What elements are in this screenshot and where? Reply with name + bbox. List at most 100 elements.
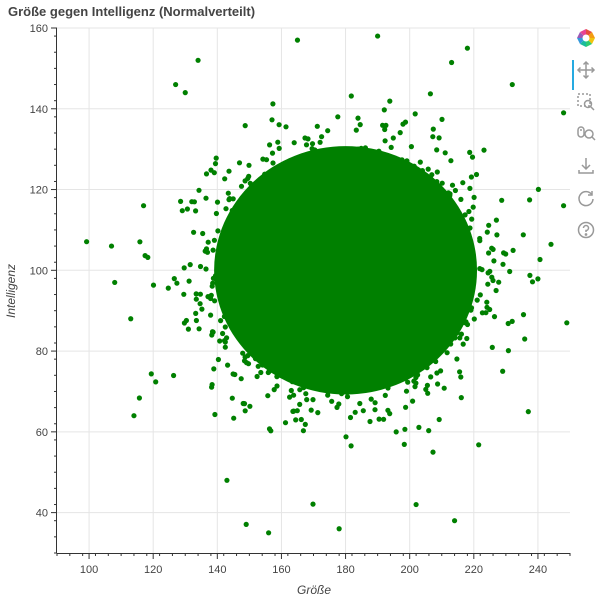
scatter-point bbox=[393, 429, 399, 435]
scatter-point bbox=[451, 518, 458, 524]
scatter-point bbox=[474, 297, 480, 303]
save-icon[interactable] bbox=[574, 154, 598, 178]
scatter-point bbox=[260, 156, 266, 162]
scatter-point bbox=[304, 397, 310, 403]
scatter-point bbox=[436, 185, 442, 191]
scatter-point bbox=[193, 317, 199, 324]
scatter-point bbox=[457, 369, 463, 375]
scatter-point bbox=[435, 381, 441, 387]
help-icon[interactable] bbox=[574, 218, 598, 242]
scatter-point bbox=[266, 530, 272, 536]
scatter-point bbox=[426, 428, 432, 434]
scatter-point bbox=[108, 243, 115, 249]
scatter-point bbox=[215, 228, 221, 234]
scatter-point bbox=[217, 338, 223, 344]
scatter-point bbox=[353, 385, 359, 391]
reset-icon[interactable] bbox=[574, 186, 598, 210]
scatter-point bbox=[486, 222, 492, 228]
scatter-point bbox=[481, 147, 487, 153]
scatter-point bbox=[491, 314, 498, 320]
scatter-point bbox=[222, 344, 228, 350]
scatter-point bbox=[412, 365, 419, 371]
scatter-point bbox=[252, 356, 259, 362]
scatter-point bbox=[320, 153, 326, 159]
scatter-point bbox=[462, 212, 468, 218]
scatter-point bbox=[372, 400, 378, 406]
scatter-point bbox=[434, 147, 440, 153]
scatter-points bbox=[84, 33, 570, 536]
point-cloud-core bbox=[214, 146, 478, 395]
scatter-point bbox=[210, 247, 216, 253]
scatter-point bbox=[335, 114, 341, 120]
scatter-point bbox=[317, 139, 323, 145]
scatter-point bbox=[525, 409, 531, 415]
scatter-point bbox=[197, 301, 203, 307]
x-tick-label: 100 bbox=[80, 564, 98, 576]
scatter-point bbox=[415, 372, 421, 378]
scatter-point bbox=[357, 122, 363, 128]
scatter-point bbox=[387, 411, 393, 417]
scatter-point bbox=[244, 199, 250, 205]
scatter-point bbox=[483, 310, 489, 316]
pan-icon[interactable] bbox=[572, 58, 598, 90]
scatter-point bbox=[537, 256, 543, 263]
scatter-point bbox=[416, 424, 422, 430]
scatter-point bbox=[383, 122, 389, 128]
scatter-point bbox=[505, 348, 511, 354]
bokeh-logo-icon[interactable] bbox=[574, 26, 598, 50]
scatter-point bbox=[372, 407, 378, 413]
scatter-point bbox=[410, 398, 416, 404]
scatter-point bbox=[213, 155, 219, 161]
scatter-point bbox=[214, 265, 220, 272]
scatter-point bbox=[382, 392, 388, 398]
scatter-point bbox=[470, 204, 476, 210]
scatter-point bbox=[378, 157, 384, 163]
scatter-point bbox=[153, 379, 159, 385]
scatter-point bbox=[309, 146, 315, 152]
scatter-point bbox=[269, 117, 275, 123]
scatter-point bbox=[424, 382, 430, 388]
scatter-point bbox=[294, 157, 300, 163]
scatter-point bbox=[240, 350, 246, 356]
scatter-point bbox=[290, 163, 297, 169]
scatter-point bbox=[467, 149, 473, 155]
y-tick-label: 100 bbox=[30, 265, 48, 277]
scatter-point bbox=[150, 282, 157, 288]
scatter-point bbox=[419, 168, 425, 174]
scatter-point bbox=[225, 362, 231, 368]
scatter-point bbox=[468, 174, 474, 180]
scatter-point bbox=[178, 198, 184, 204]
scatter-point bbox=[401, 441, 407, 447]
scatter-point bbox=[255, 363, 261, 369]
scatter-point bbox=[464, 45, 470, 51]
scatter-point bbox=[460, 180, 466, 186]
axes: 100 120 140 160 180 200 220 240 40 60 80 100 120 140 1… bbox=[30, 23, 571, 576]
scatter-point bbox=[208, 312, 214, 318]
scatter-point bbox=[403, 388, 410, 394]
scatter-point bbox=[181, 320, 187, 326]
box-zoom-icon[interactable] bbox=[574, 90, 598, 114]
scatter-point bbox=[430, 134, 436, 140]
scatter-point bbox=[205, 294, 211, 300]
scatter-point bbox=[205, 239, 211, 245]
scatter-point bbox=[560, 203, 567, 209]
toolbar bbox=[572, 24, 600, 244]
scatter-point bbox=[264, 179, 270, 185]
scatter-point bbox=[310, 397, 316, 403]
scatter-point bbox=[385, 385, 391, 391]
scatter-point bbox=[203, 195, 209, 201]
scatter-point bbox=[489, 274, 495, 280]
scatter-point bbox=[448, 341, 454, 347]
scatter-point bbox=[415, 172, 421, 178]
scatter-point bbox=[408, 144, 414, 150]
scatter-point bbox=[302, 135, 308, 141]
scatter-point bbox=[433, 358, 439, 365]
scatter-point bbox=[240, 400, 246, 407]
scatter-point bbox=[424, 365, 430, 371]
wheel-zoom-icon[interactable] bbox=[574, 122, 598, 146]
scatter-point bbox=[434, 179, 440, 185]
scatter-point bbox=[484, 299, 490, 305]
scatter-point bbox=[486, 250, 492, 256]
scatter-point bbox=[458, 196, 464, 202]
